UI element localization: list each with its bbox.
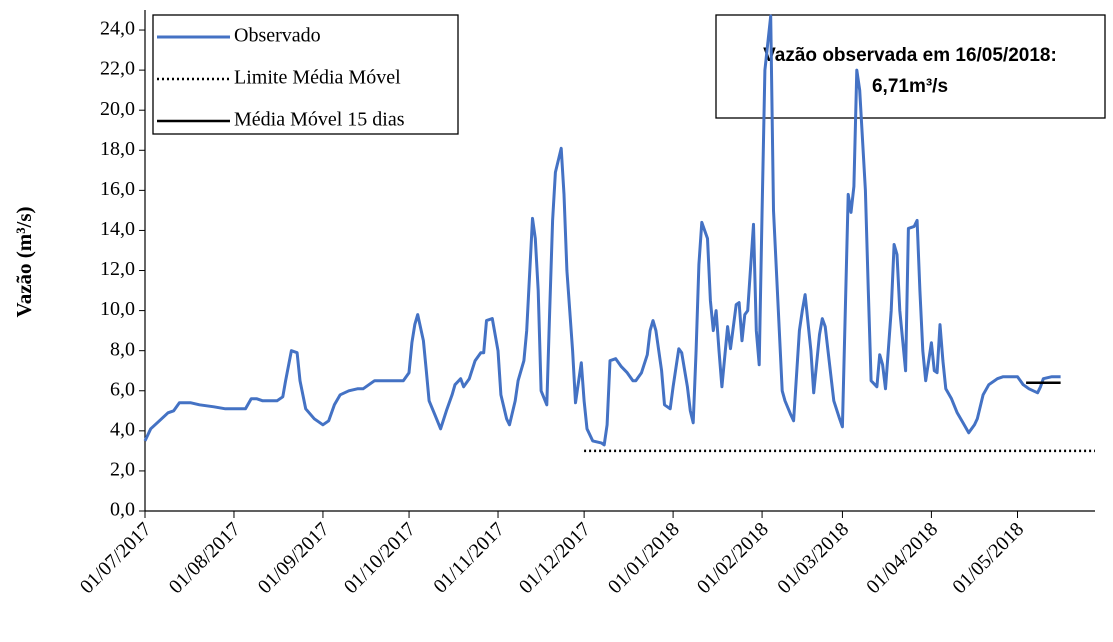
y-tick-label: 10,0 (100, 298, 135, 320)
legend-label: Média Móvel 15 dias (234, 109, 405, 131)
y-tick-label: 6,0 (110, 378, 135, 400)
x-tick-label: 01/02/2018 (693, 518, 773, 598)
y-tick-label: 2,0 (110, 459, 135, 481)
series-line (143, 14, 1061, 447)
y-tick-label: 24,0 (100, 18, 135, 40)
x-tick-label: 01/01/2018 (604, 518, 684, 598)
legend-label: Observado (234, 25, 321, 47)
x-tick-label: 01/12/2017 (515, 518, 595, 598)
y-axis-title: Vazão (m³/s) (12, 206, 36, 317)
x-tick-label: 01/08/2017 (165, 518, 245, 598)
y-tick-label: 8,0 (110, 338, 135, 360)
y-tick-label: 22,0 (100, 58, 135, 80)
y-tick-label: 14,0 (100, 218, 135, 240)
x-tick-label: 01/09/2017 (254, 518, 334, 598)
x-tick-label: 01/07/2017 (76, 518, 156, 598)
x-tick-label: 01/05/2018 (948, 518, 1028, 598)
annotation-text: 6,71m³/s (872, 76, 948, 97)
y-tick-label: 0,0 (110, 499, 135, 521)
x-tick-label: 01/10/2017 (340, 518, 420, 598)
legend-label: Limite Média Móvel (234, 67, 401, 89)
annotation-box (715, 14, 1106, 119)
x-tick-label: 01/11/2017 (429, 518, 508, 597)
x-tick-label: 01/04/2018 (862, 518, 942, 598)
y-tick-label: 18,0 (100, 138, 135, 160)
legend-box (152, 14, 459, 135)
y-tick-label: 16,0 (100, 178, 135, 200)
y-tick-label: 4,0 (110, 418, 135, 440)
y-tick-label: 12,0 (100, 258, 135, 280)
y-tick-label: 20,0 (100, 98, 135, 120)
x-tick-label: 01/03/2018 (773, 518, 853, 598)
annotation-text: Vazão observada em 16/05/2018: (763, 45, 1057, 66)
